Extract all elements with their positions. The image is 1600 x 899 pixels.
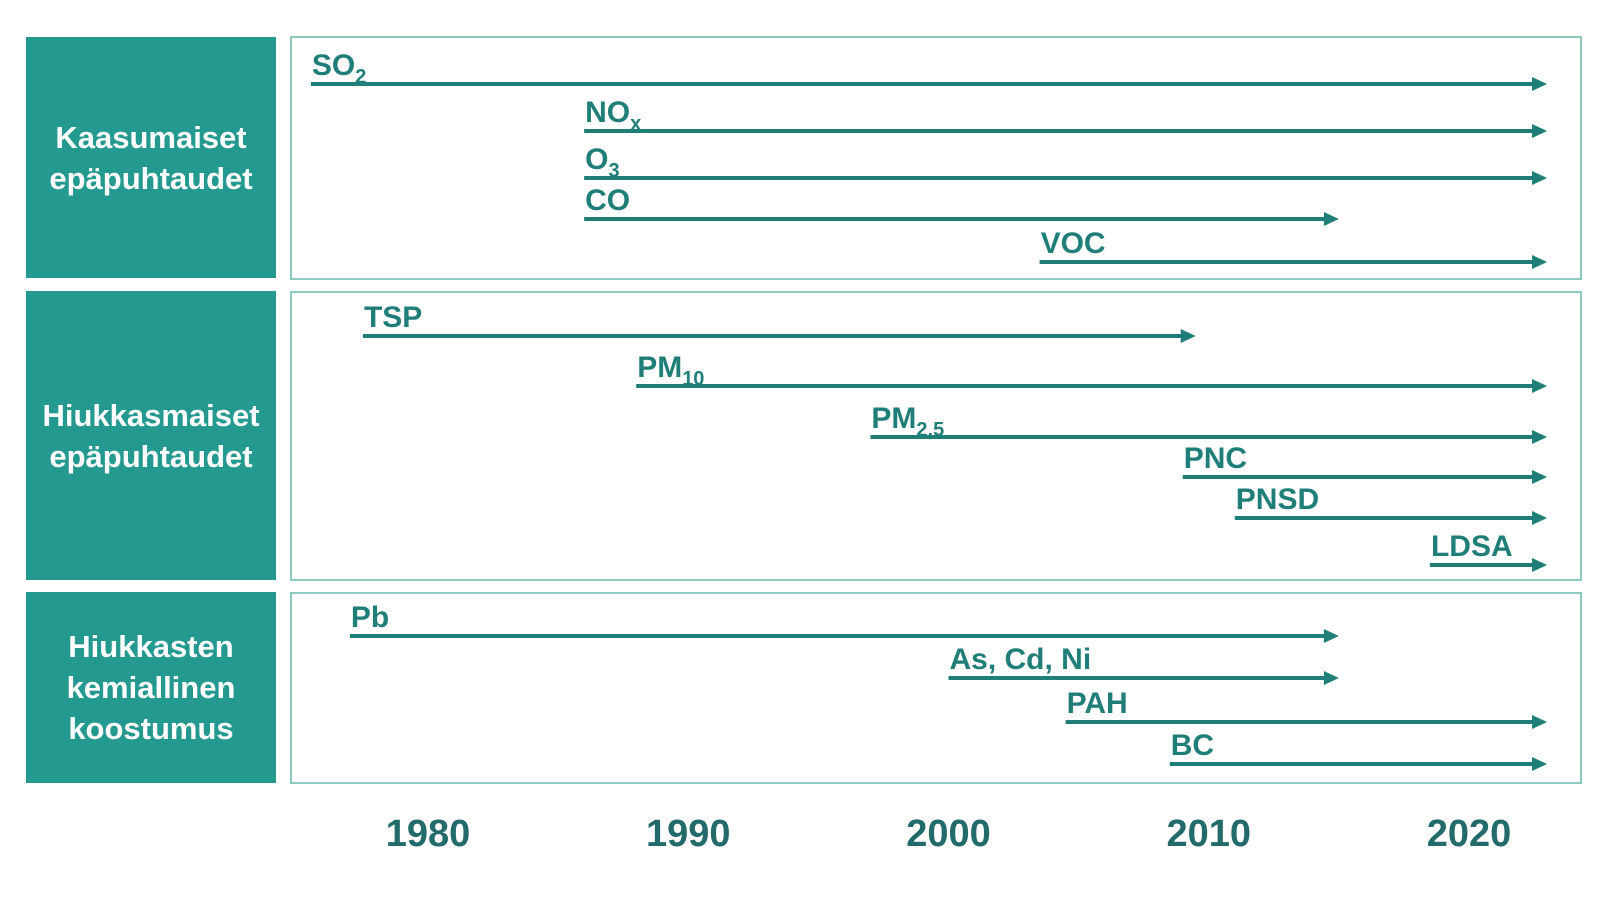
axis-tick-label: 2010 — [1166, 813, 1251, 855]
category-gaseous-line-1: Kaasumaiset — [55, 119, 247, 155]
timeline-series: BC — [1169, 729, 1548, 771]
series-label: SO2 — [312, 49, 366, 88]
timeline-series: O3 — [584, 143, 1548, 185]
series-label-main: PM — [637, 351, 682, 384]
category-particulate-line-2: epäpuhtaudet — [49, 438, 253, 474]
timeline-series: LDSA — [1429, 530, 1548, 572]
arrow-head-icon — [1532, 430, 1548, 444]
category-particulate: Hiukkasmaiset epäpuhtaudet — [26, 291, 276, 580]
arrow-head-icon — [1532, 470, 1548, 484]
category-gaseous: Kaasumaiset epäpuhtaudet — [26, 37, 276, 278]
series-label-main: PM — [871, 402, 916, 435]
series-label-subscript: 10 — [682, 368, 704, 390]
series-label-main: NO — [585, 96, 630, 129]
series-label: PM2,5 — [871, 402, 944, 441]
series-label-main: PNSD — [1236, 483, 1319, 516]
timeline-series: Pb — [349, 601, 1339, 643]
series-label-main: SO — [312, 49, 355, 82]
series-label: As, Cd, Ni — [950, 643, 1092, 676]
timeline-series: VOC — [1039, 227, 1548, 269]
timeline-series: PAH — [1065, 687, 1548, 729]
arrow-head-icon — [1532, 77, 1548, 91]
series-label-main: BC — [1171, 729, 1214, 762]
axis-tick-label: 1980 — [386, 813, 471, 855]
axis-tick-label: 2000 — [906, 813, 991, 855]
timeline-series: TSP — [362, 301, 1196, 343]
arrow-head-icon — [1532, 124, 1548, 138]
series-label: PNSD — [1236, 483, 1319, 516]
category-chemical-line-1: Hiukkasten — [68, 629, 234, 664]
series-label: PAH — [1067, 687, 1128, 720]
series-label-main: Pb — [351, 601, 389, 634]
series-label-subscript: x — [630, 113, 641, 135]
arrow-head-icon — [1532, 558, 1548, 572]
arrow-head-icon — [1532, 255, 1548, 269]
arrow-head-icon — [1532, 715, 1548, 729]
arrow-head-icon — [1323, 671, 1339, 685]
series-label-main: PAH — [1067, 687, 1128, 720]
arrow-head-icon — [1532, 171, 1548, 185]
category-chemical-line-3: koostumus — [68, 711, 234, 746]
timeline-series: PM2,5 — [870, 402, 1548, 444]
series-label-subscript: 2 — [355, 66, 366, 88]
series-label: LDSA — [1431, 530, 1513, 563]
category-particulate-line-1: Hiukkasmaiset — [42, 397, 260, 433]
series-label-main: VOC — [1041, 227, 1106, 260]
series-label: VOC — [1041, 227, 1106, 260]
series-label: CO — [585, 184, 630, 217]
category-gaseous-line-2: epäpuhtaudet — [49, 160, 253, 196]
axis-tick-label: 2020 — [1427, 813, 1512, 855]
series-label: Pb — [351, 601, 389, 634]
arrow-head-icon — [1323, 212, 1339, 226]
timeline-series: PNSD — [1234, 483, 1548, 525]
timeline-series: NOx — [584, 96, 1548, 138]
timeline-series: PNC — [1182, 442, 1548, 484]
timeline-series: PM10 — [636, 351, 1548, 393]
arrow-head-icon — [1532, 757, 1548, 771]
series-label-main: TSP — [364, 301, 422, 334]
series-label-main: PNC — [1184, 442, 1247, 475]
axis-tick-label: 1990 — [646, 813, 731, 855]
category-chemical: Hiukkasten kemiallinen koostumus — [26, 592, 276, 783]
timeline-series: SO2 — [310, 49, 1548, 91]
arrow-head-icon — [1532, 379, 1548, 393]
series-label: O3 — [585, 143, 619, 182]
series-label-main: CO — [585, 184, 630, 217]
category-chemical-line-2: kemiallinen — [66, 670, 236, 705]
series-label: BC — [1171, 729, 1214, 762]
series-label-main: LDSA — [1431, 530, 1513, 563]
timeline-series: CO — [584, 184, 1339, 226]
series-label-subscript: 2,5 — [916, 419, 944, 441]
arrow-head-icon — [1180, 329, 1196, 343]
series-label-main: O — [585, 143, 608, 176]
series-label: PNC — [1184, 442, 1247, 475]
series-label: NOx — [585, 96, 641, 135]
arrow-head-icon — [1323, 629, 1339, 643]
panel-gaseous — [290, 36, 1582, 280]
series-label: TSP — [364, 301, 422, 334]
timeline-series: As, Cd, Ni — [948, 643, 1339, 685]
series-label-subscript: 3 — [608, 160, 619, 182]
panel-chemical — [290, 592, 1582, 784]
arrow-head-icon — [1532, 511, 1548, 525]
series-label: PM10 — [637, 351, 704, 390]
series-label-main: As, Cd, Ni — [950, 643, 1092, 676]
